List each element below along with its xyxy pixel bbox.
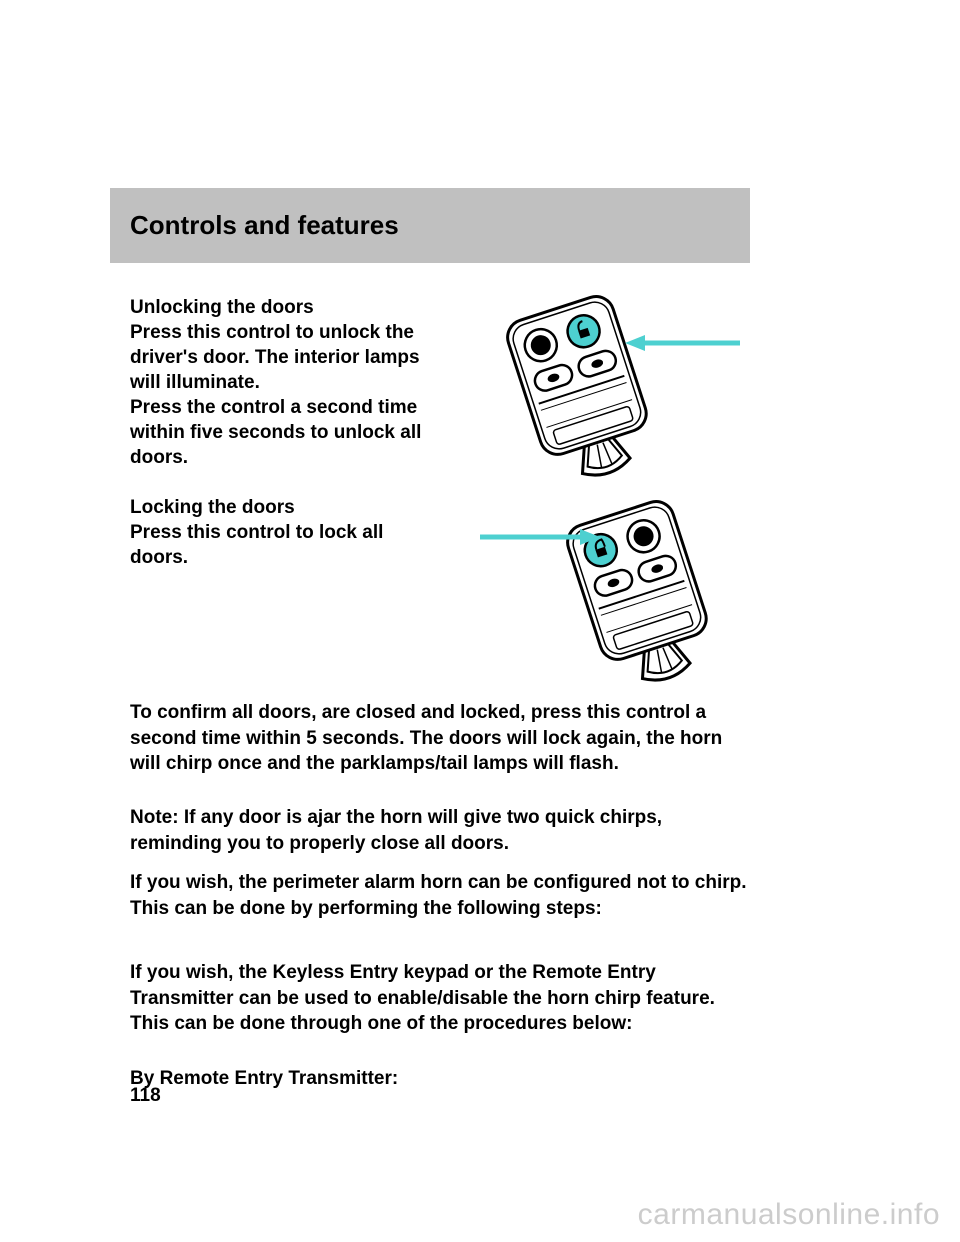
section1-line2: driver's door. The interior lamps (130, 345, 420, 371)
section2-line2: doors. (130, 545, 188, 571)
section2-line1: Press this control to lock all (130, 520, 383, 546)
page: Controls and features Unlocking the door… (0, 0, 960, 1242)
page-number: 118 (130, 1085, 161, 1107)
arrow-head-unlock (625, 335, 645, 351)
remote-unlock-illustration (470, 285, 750, 485)
section1-line1: Press this control to unlock the (130, 320, 414, 346)
header-bar: Controls and features (110, 188, 750, 263)
section1-line3: will illuminate. (130, 370, 260, 396)
section1-line5: within five seconds to unlock all (130, 420, 421, 446)
remote-lock-illustration (470, 485, 750, 695)
section3-by-remote: By Remote Entry Transmitter: (130, 1066, 398, 1092)
section3-p2: If you wish, the perimeter alarm horn ca… (130, 870, 750, 921)
watermark: carmanualsonline.info (638, 1198, 940, 1232)
section1-line6: doors. (130, 445, 188, 471)
section-heading-locking: Locking the doors (130, 495, 295, 521)
header-title: Controls and features (130, 210, 399, 241)
section3-p1: To confirm all doors, are closed and loc… (130, 700, 750, 777)
section3-p3: If you wish, the Keyless Entry keypad or… (130, 960, 750, 1037)
section1-line4: Press the control a second time (130, 395, 417, 421)
section3-p1-note: Note: If any door is ajar the horn will … (130, 805, 750, 856)
section-heading-unlocking: Unlocking the doors (130, 295, 314, 321)
